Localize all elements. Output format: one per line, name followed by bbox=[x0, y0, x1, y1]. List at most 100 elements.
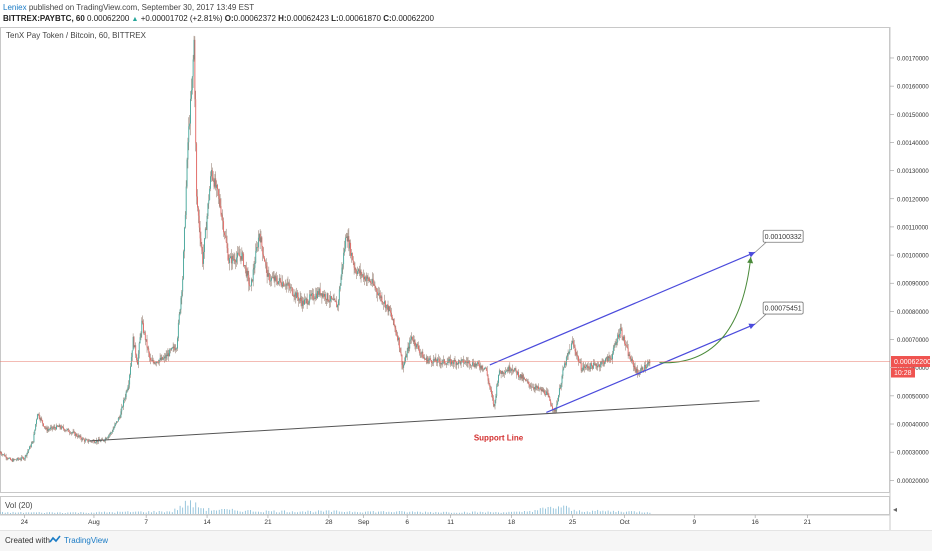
scale-menu-icon[interactable]: ◂ bbox=[893, 505, 897, 514]
candle-body bbox=[511, 369, 512, 371]
candle-body bbox=[447, 363, 448, 365]
volume-bar bbox=[595, 511, 596, 514]
volume-bar bbox=[511, 512, 512, 514]
volume-bar bbox=[618, 511, 619, 514]
candle-body bbox=[395, 325, 396, 328]
candle-body bbox=[314, 298, 315, 299]
candle-body bbox=[85, 440, 86, 441]
candle-body bbox=[401, 355, 402, 365]
volume-bar bbox=[216, 511, 217, 514]
candle-body bbox=[380, 293, 381, 298]
candle-body bbox=[51, 427, 52, 428]
volume-bar bbox=[386, 512, 387, 514]
candle-body bbox=[566, 357, 567, 365]
price-tick-label: 0.00030000 bbox=[897, 451, 929, 457]
volume-bar bbox=[180, 506, 181, 514]
volume-pane[interactable] bbox=[1, 497, 890, 515]
volume-bar bbox=[556, 509, 557, 514]
volume-bar bbox=[456, 513, 457, 514]
ohlc-line: BITTREX:PAYBTC, 60 0.00062200 ▲ +0.00001… bbox=[3, 14, 434, 23]
candle-body bbox=[389, 307, 390, 311]
candle-body bbox=[467, 362, 468, 363]
candle-body bbox=[66, 430, 67, 431]
candle-body bbox=[497, 383, 498, 386]
time-tick-label: 28 bbox=[325, 519, 333, 526]
candle-body bbox=[418, 346, 419, 350]
last-price: 0.00062200 bbox=[87, 14, 129, 23]
candle-body bbox=[472, 362, 473, 365]
candle-body bbox=[628, 348, 629, 356]
candle-body bbox=[567, 356, 568, 357]
candle-body bbox=[281, 285, 282, 287]
candle-body bbox=[194, 40, 195, 99]
candle-body bbox=[409, 340, 410, 348]
candle-body bbox=[13, 459, 14, 460]
candle-body bbox=[616, 342, 617, 343]
candle-body bbox=[581, 362, 582, 370]
candle-body bbox=[476, 364, 477, 366]
candle-body bbox=[40, 419, 41, 420]
candle-body bbox=[264, 258, 265, 262]
candle-body bbox=[414, 340, 415, 342]
volume-bar bbox=[621, 512, 622, 514]
candle-body bbox=[478, 362, 479, 364]
low-label: L: bbox=[331, 14, 339, 23]
tradingview-brand-link[interactable]: TradingView bbox=[64, 536, 108, 545]
candle-body bbox=[23, 457, 24, 459]
candle-body bbox=[40, 418, 41, 420]
candle-body bbox=[546, 391, 547, 395]
main-pane[interactable] bbox=[1, 28, 890, 493]
volume-bar bbox=[62, 513, 63, 514]
volume-bar bbox=[516, 512, 517, 514]
candle-body bbox=[407, 351, 408, 357]
volume-bar bbox=[60, 512, 61, 514]
candle-body bbox=[637, 369, 638, 373]
candle-body bbox=[68, 429, 69, 432]
author-link[interactable]: Leniex bbox=[3, 3, 27, 12]
candle-body bbox=[283, 282, 284, 286]
time-tick-label: 25 bbox=[569, 519, 577, 526]
volume-bar bbox=[589, 512, 590, 514]
volume-bar bbox=[227, 509, 228, 514]
candle-body bbox=[35, 424, 36, 430]
candle-body bbox=[534, 388, 535, 389]
price-tick-label: 0.00040000 bbox=[897, 423, 929, 429]
candle-body bbox=[563, 367, 564, 369]
candle-body bbox=[338, 300, 339, 305]
candle-body bbox=[250, 286, 251, 287]
candle-body bbox=[82, 438, 83, 440]
candle-body bbox=[67, 429, 68, 430]
volume-bar bbox=[326, 510, 327, 514]
volume-bar bbox=[182, 508, 183, 514]
volume-bar bbox=[274, 510, 275, 514]
candle-body bbox=[8, 458, 9, 459]
candle-body bbox=[181, 298, 182, 310]
candle-body bbox=[501, 373, 502, 374]
volume-bar bbox=[649, 513, 650, 514]
candle-body bbox=[224, 232, 225, 235]
candle-body bbox=[547, 391, 548, 392]
volume-bar bbox=[83, 512, 84, 514]
candle-body bbox=[328, 301, 329, 302]
candle-body bbox=[455, 360, 456, 361]
candle-body bbox=[201, 238, 202, 244]
volume-bar bbox=[143, 512, 144, 514]
candle-body bbox=[388, 307, 389, 312]
candle-body bbox=[596, 366, 597, 367]
candle-body bbox=[86, 440, 87, 441]
tradingview-logo-icon[interactable] bbox=[49, 535, 61, 545]
volume-bar bbox=[407, 512, 408, 514]
candle-body bbox=[217, 185, 218, 189]
volume-bar bbox=[219, 510, 220, 514]
candle-body bbox=[542, 389, 543, 391]
candle-body bbox=[452, 360, 453, 363]
candle-body bbox=[17, 458, 18, 460]
volume-bar bbox=[57, 512, 58, 514]
candle-body bbox=[60, 428, 61, 429]
candle-body bbox=[109, 434, 110, 435]
volume-bar bbox=[347, 512, 348, 514]
candle-body bbox=[16, 460, 17, 461]
chart-canvas[interactable]: TenX Pay Token / Bitcoin, 60, BITTREX Vo… bbox=[0, 27, 932, 530]
volume-bar bbox=[114, 513, 115, 514]
candle-body bbox=[204, 238, 205, 252]
